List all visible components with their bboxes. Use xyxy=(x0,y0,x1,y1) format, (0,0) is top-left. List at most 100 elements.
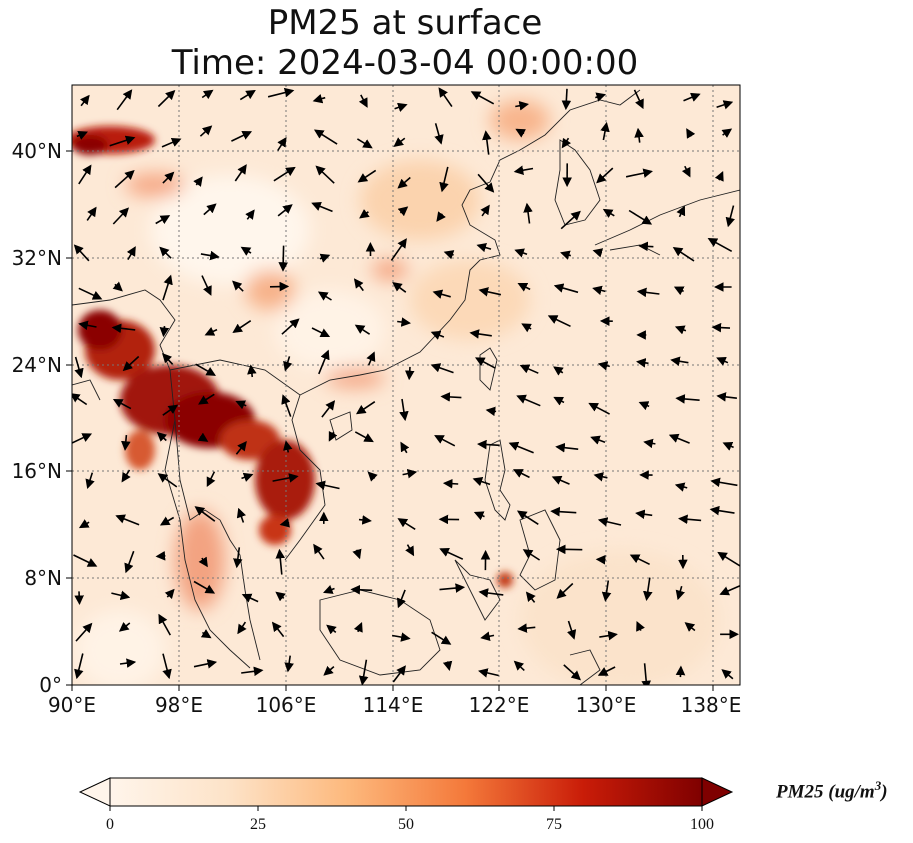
wind-arrow xyxy=(469,329,492,339)
wind-arrow xyxy=(114,170,135,189)
wind-arrow xyxy=(602,208,615,218)
wind-arrow xyxy=(636,287,660,298)
wind-arrow xyxy=(162,353,174,365)
wind-arrow xyxy=(161,137,182,148)
wind-arrow xyxy=(193,580,216,594)
wind-arrow xyxy=(405,544,415,557)
wind-arrow xyxy=(358,94,368,108)
wind-arrow xyxy=(597,517,622,527)
wind-arrow xyxy=(272,473,299,483)
wind-arrow xyxy=(476,242,492,253)
wind-arrow xyxy=(397,176,411,189)
wind-arrow xyxy=(357,169,377,183)
lat-tick-label: 24°N xyxy=(12,353,62,377)
wind-arrow xyxy=(442,478,459,489)
wind-arrow xyxy=(197,432,209,442)
wind-arrow xyxy=(512,469,530,479)
wind-arrow xyxy=(674,482,688,492)
wind-arrow xyxy=(397,317,411,327)
wind-arrow xyxy=(676,205,686,218)
wind-arrow xyxy=(121,469,131,483)
colorbar-gradient xyxy=(109,777,703,807)
wind-arrow xyxy=(714,171,724,182)
wind-arrow xyxy=(275,591,286,602)
wind-arrow xyxy=(711,322,731,333)
wind-arrow xyxy=(397,206,409,217)
wind-arrow xyxy=(722,442,734,451)
wind-arrow xyxy=(636,621,645,632)
colorbar-tick-label: 100 xyxy=(690,816,714,833)
lat-tick-label: 32°N xyxy=(12,246,62,270)
wind-arrow xyxy=(283,356,293,372)
wind-arrow xyxy=(122,355,140,372)
wind-arrow xyxy=(267,87,295,98)
wind-arrow xyxy=(354,324,371,335)
wind-arrow xyxy=(716,357,729,366)
wind-arrow xyxy=(561,88,572,111)
wind-arrow xyxy=(328,430,338,442)
wind-arrow xyxy=(78,320,97,331)
lat-tick-label: 8°N xyxy=(24,566,62,590)
lon-tick-label: 90°E xyxy=(48,693,96,717)
wind-arrow xyxy=(193,176,203,187)
wind-arrow xyxy=(199,125,213,137)
wind-arrow xyxy=(315,480,340,490)
wind-arrow xyxy=(162,404,179,416)
wind-arrow xyxy=(277,204,293,217)
wind-arrow xyxy=(235,440,247,455)
wind-arrow xyxy=(629,554,650,566)
wind-arrow xyxy=(284,655,294,673)
wind-arrow xyxy=(480,631,495,641)
lon-tick-label: 106°E xyxy=(256,693,317,717)
wind-arrow xyxy=(121,435,131,451)
wind-arrow xyxy=(474,357,496,369)
wind-arrow xyxy=(547,315,571,328)
wind-arrow xyxy=(232,320,252,333)
lon-tick-label: 122°E xyxy=(469,693,530,717)
lon-tick-label: 114°E xyxy=(363,693,424,717)
wind-arrow xyxy=(556,582,574,599)
lat-tick-label: 16°N xyxy=(12,459,62,483)
wind-arrow xyxy=(312,94,326,104)
wind-arrow xyxy=(201,275,212,296)
wind-arrow xyxy=(478,668,499,678)
wind-arrow xyxy=(725,205,735,228)
wind-arrow xyxy=(670,356,689,367)
wind-arrow xyxy=(159,246,172,259)
wind-arrow xyxy=(517,623,536,633)
wind-arrow xyxy=(396,589,406,609)
wind-arrow xyxy=(245,209,255,220)
wind-arrow xyxy=(321,400,336,418)
wind-arrow xyxy=(434,435,456,447)
wind-arrow xyxy=(517,282,531,292)
wind-arrow xyxy=(315,165,335,184)
wind-arrow xyxy=(430,330,445,340)
wind-arrow xyxy=(600,121,610,141)
wind-arrow xyxy=(634,127,644,143)
wind-arrow xyxy=(636,358,649,368)
wind-arrow xyxy=(402,468,418,479)
wind-arrow xyxy=(675,394,700,404)
wind-arrow xyxy=(555,442,579,453)
wind-vectors xyxy=(72,87,740,685)
wind-arrow xyxy=(478,287,502,297)
wind-arrow xyxy=(515,101,529,111)
wind-arrow xyxy=(275,548,286,575)
wind-arrow xyxy=(311,201,333,213)
wind-arrow xyxy=(628,209,653,225)
wind-arrow xyxy=(566,620,577,640)
wind-arrow xyxy=(86,206,97,221)
wind-arrow xyxy=(515,128,527,138)
lon-tick-label: 138°E xyxy=(681,693,742,717)
wind-arrow xyxy=(597,361,610,371)
wind-arrow xyxy=(366,351,376,366)
wind-arrow xyxy=(277,136,287,151)
wind-arrow xyxy=(555,544,583,555)
wind-arrow xyxy=(672,247,695,262)
wind-arrow xyxy=(561,137,572,149)
wind-arrow xyxy=(516,510,539,525)
wind-arrow xyxy=(326,624,337,635)
wind-arrow xyxy=(439,547,464,560)
wind-arrow xyxy=(472,477,491,487)
wind-arrow xyxy=(198,393,215,405)
